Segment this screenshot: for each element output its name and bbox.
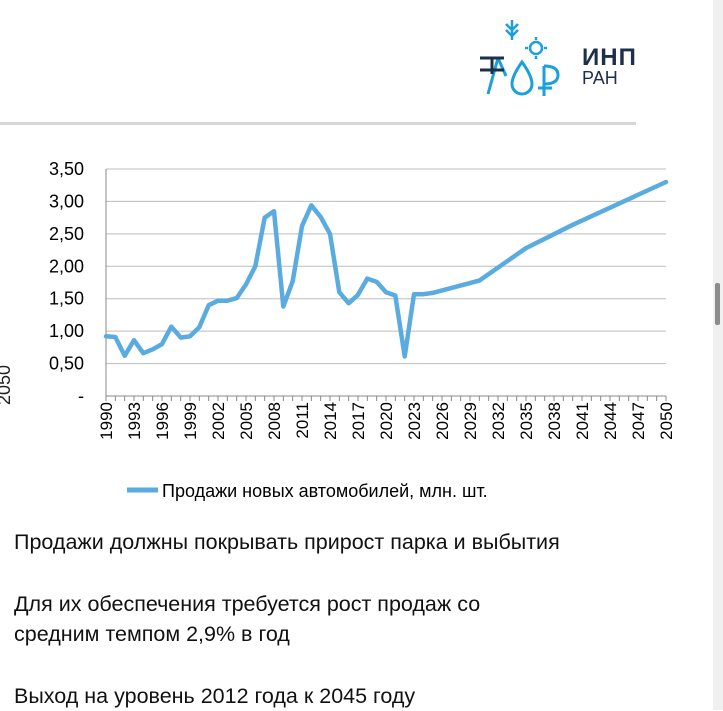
x-tick-label: 2035 xyxy=(517,402,536,440)
axes xyxy=(106,169,666,401)
drop-icon xyxy=(512,62,532,94)
x-tick-label: 1996 xyxy=(153,402,172,440)
x-tick-label: 1993 xyxy=(125,402,144,440)
x-tick-label: 2020 xyxy=(377,402,396,440)
x-tick-label: 2014 xyxy=(321,402,340,440)
x-tick-labels: 1990 1993 1996 1999 2002 2005 2008 2011 2014 2017… xyxy=(97,402,676,440)
text-reach-2012-level: Выход на уровень 2012 года к 2045 году xyxy=(14,682,415,711)
y-tick-label: 2,50 xyxy=(49,224,84,244)
logo-subtitle: РАН xyxy=(582,68,618,89)
x-tick-label: 2026 xyxy=(433,402,452,440)
y-tick-label: 3,50 xyxy=(49,159,84,179)
wheat-icon xyxy=(506,20,518,40)
x-tick-label: 2041 xyxy=(573,402,592,440)
y-tick-label: 1,50 xyxy=(49,289,84,309)
text-growth-line1: Для их обеспечения требуется рост продаж… xyxy=(14,590,480,619)
gear-icon xyxy=(525,37,547,59)
x-tick-label: 1999 xyxy=(181,402,200,440)
x-tick-label: 2008 xyxy=(265,402,284,440)
text-sales-cover: Продажи должны покрывать прирост парка и… xyxy=(14,528,560,557)
y-tick-label: 0,50 xyxy=(49,354,84,374)
x-tick-label: 2050 xyxy=(657,402,676,440)
y-tick-label: 1,00 xyxy=(49,321,84,341)
scrollbar-thumb[interactable] xyxy=(715,283,720,325)
legend: Продажи новых автомобилей, млн. шт. xyxy=(127,481,488,501)
inp-ran-logo xyxy=(478,18,568,100)
x-tick-label: 2029 xyxy=(461,402,480,440)
x-tick-label: 2005 xyxy=(237,402,256,440)
text-growth-line2: средним темпом 2,9% в год xyxy=(14,620,290,649)
legend-label: Продажи новых автомобилей, млн. шт. xyxy=(162,481,488,501)
x-tick-label: 2047 xyxy=(629,402,648,440)
scrollbar-track[interactable] xyxy=(713,0,723,710)
y-tick-label: - xyxy=(78,386,84,406)
x-tick-label: 2023 xyxy=(405,402,424,440)
x-tick-label: 2002 xyxy=(209,402,228,440)
series-group xyxy=(106,182,666,357)
series-line xyxy=(106,182,666,356)
x-tick-label: 2011 xyxy=(293,402,312,439)
y-tick-labels: - 0,50 1,00 1,50 2,00 2,50 3,00 3,50 xyxy=(49,159,84,406)
y-tick-label: 3,00 xyxy=(49,191,84,211)
x-tick-label: 2032 xyxy=(489,402,508,440)
y-tick-label: 2,00 xyxy=(49,256,84,276)
x-tick-label: 2038 xyxy=(545,402,564,440)
x-tick-label: 2044 xyxy=(601,402,620,440)
header-divider xyxy=(0,122,636,125)
x-tick-label: 1990 xyxy=(97,402,116,440)
x-tick-label: 2017 xyxy=(349,402,368,440)
